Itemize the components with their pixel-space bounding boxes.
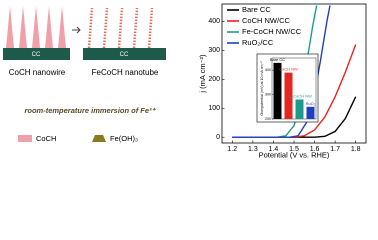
- legend-label: Bare CC: [242, 5, 271, 14]
- y-tick-label: 300: [265, 93, 271, 97]
- legend-swatch: [92, 135, 106, 142]
- inset-axes: [271, 57, 317, 120]
- arrow: [72, 26, 81, 34]
- substrate: [3, 48, 70, 60]
- bar: [273, 62, 282, 119]
- bar-label: RuO₂: [306, 101, 316, 106]
- left-label: CoCH nanowire: [9, 68, 66, 77]
- x-tick-label: 1.3: [248, 146, 258, 153]
- x-tick-label: 1.8: [351, 146, 361, 153]
- nanowire: [6, 6, 14, 48]
- x-tick-label: 1.7: [330, 146, 340, 153]
- nanowire: [58, 6, 66, 48]
- legend-label: Fe-CoCH NW/CC: [242, 27, 302, 36]
- bar-label: Bare CC: [270, 57, 285, 62]
- substrate-label: CC: [32, 52, 41, 58]
- bar: [306, 106, 315, 119]
- nanotubes: [87, 7, 154, 49]
- legend-label: CoCH: [36, 134, 56, 143]
- y-tick-label: 300: [208, 47, 220, 54]
- nanowire: [45, 6, 53, 48]
- x-tick-label: 1.4: [269, 146, 279, 153]
- y-tick-label: 0: [216, 134, 220, 141]
- y-axis-label: Overpotential (mV) at 10 mA cm⁻²: [260, 61, 264, 116]
- chart: 1.2 1.3 1.4 1.5 1.6 1.7 1.8 0 100 200 300 400 Potent…: [198, 3, 367, 159]
- y-tick-label: 400: [208, 18, 220, 25]
- legend-label: RuO₂/CC: [242, 38, 274, 47]
- nanowire: [32, 6, 40, 48]
- schematic: CC CC CoCH nanowire FeCoCH nanotube room…: [3, 6, 166, 143]
- legend-swatch: [18, 135, 32, 142]
- substrate: [83, 48, 166, 60]
- process-label: room-temperature immersion of Fe³⁺: [24, 106, 156, 115]
- x-tick-label: 1.2: [227, 146, 237, 153]
- substrate-label: CC: [120, 52, 129, 58]
- y-axis-label: j (mA cm⁻²): [198, 54, 207, 94]
- nanowire: [19, 6, 27, 48]
- x-axis-label: Potential (V vs. RHE): [259, 150, 330, 159]
- y-tick-label: 200: [265, 117, 271, 121]
- figure: CC CC CoCH nanowire FeCoCH nanotube room…: [3, 3, 367, 159]
- legend-label: CoCH NW/CC: [242, 16, 290, 25]
- bar-label: CoCH NW: [279, 67, 298, 72]
- bar: [295, 99, 304, 119]
- x-tick-label: 1.5: [289, 146, 299, 153]
- series-line: [232, 44, 357, 138]
- legend-label: Fe(OH)₃: [110, 134, 138, 143]
- x-tick-label: 1.6: [310, 146, 320, 153]
- y-tick-label: 100: [208, 105, 220, 112]
- y-tick-label: 400: [265, 68, 271, 72]
- bar: [284, 72, 293, 119]
- bar-label: Fe-CoCH NW: [287, 94, 312, 99]
- series-line: [232, 96, 357, 138]
- y-tick-label: 200: [208, 76, 220, 83]
- right-label: FeCoCH nanotube: [92, 68, 159, 77]
